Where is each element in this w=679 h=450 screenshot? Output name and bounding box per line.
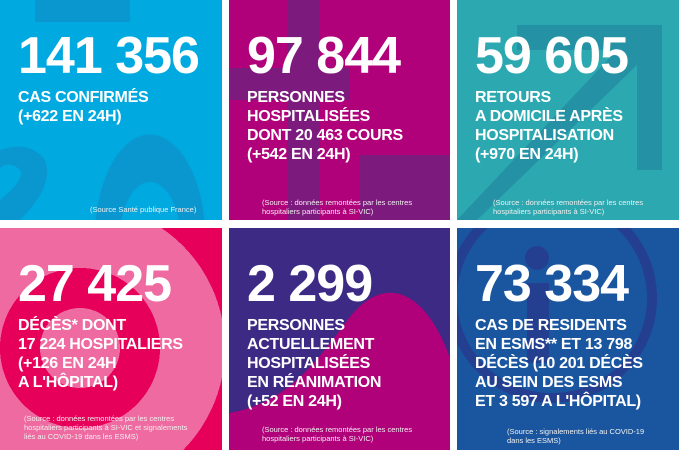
label-line: (+126 EN 24H (18, 355, 117, 372)
tile-hospitalized-total: 97 844 PERSONNES HOSPITALISÉES DONT 20 463… (229, 0, 450, 220)
label-line: HOSPITALISÉES (247, 108, 370, 125)
confirmed-cases-number: 141 356 (18, 27, 200, 85)
label-line: CAS CONFIRMÉS (18, 89, 149, 106)
source-line: (Source : données remontées par les cent… (262, 425, 413, 434)
source-line: hospitaliers participants à SI-VIC) (493, 207, 605, 216)
background-digits-decoration (0, 0, 130, 220)
esms-number: 73 334 (475, 255, 629, 313)
source-note: (Source : données remontées par les cent… (262, 198, 412, 216)
source-line: hospitaliers participants à SI-VIC) (262, 434, 374, 443)
source-line: (Source Santé publique France) (90, 205, 197, 214)
label-line: HOSPITALISÉES (247, 355, 370, 372)
tile-confirmed-cases: 141 356 CAS CONFIRMÉS (+622 EN 24H) (Sour… (0, 0, 222, 220)
returned-home-number: 59 605 (475, 27, 629, 85)
label-line: ACTUELLEMENT (247, 336, 375, 353)
source-line: liés au COVID-19 dans les ESMS) (24, 432, 139, 441)
label-line: (+970 EN 24H) (475, 146, 579, 163)
arrow-decoration (457, 25, 662, 220)
tile-deaths: 27 425 DÉCÈS* DONT 17 224 HOSPITALIERS (+1… (0, 228, 222, 450)
esms-label: CAS DE RESIDENTS EN ESMS** ET 13 798 DÉCÈS… (475, 316, 643, 411)
source-line: hospitaliers participants à SI-VIC) (262, 207, 374, 216)
hospitalized-total-label: PERSONNES HOSPITALISÉES DONT 20 463 COURS (… (247, 88, 403, 164)
label-line: HOSPITALISATION (475, 127, 614, 144)
label-line: ET 3 597 A L'HÔPITAL) (475, 393, 641, 410)
tile-icu: 2 299 PERSONNES ACTUELLEMENT HOSPITALISÉES… (229, 228, 450, 450)
source-note: (Source : données remontées par les cent… (24, 414, 187, 441)
label-line: AU SEIN DES ESMS (475, 374, 623, 391)
label-line: DONT 20 463 COURS (247, 127, 403, 144)
returned-home-label: RETOURS A DOMICILE APRÈS HOSPITALISATION (+… (475, 88, 623, 164)
label-line: CAS DE RESIDENTS (475, 317, 627, 334)
source-note: (Source : signalements liés au COVID-19 d… (507, 427, 644, 445)
deaths-label: DÉCÈS* DONT 17 224 HOSPITALIERS (+126 EN 2… (18, 316, 183, 392)
confirmed-cases-label: CAS CONFIRMÉS (+622 EN 24H) (18, 88, 149, 126)
source-line: (Source : données remontées par les cent… (262, 198, 413, 207)
deaths-number: 27 425 (18, 255, 172, 313)
source-note: (Source : données remontées par les cent… (262, 425, 412, 443)
tile-returned-home: 59 605 RETOURS A DOMICILE APRÈS HOSPITALIS… (457, 0, 679, 220)
label-line: (+52 EN 24H) (247, 393, 342, 410)
label-line: (+622 EN 24H) (18, 108, 122, 125)
label-line: DÉCÈS* DONT (18, 317, 126, 334)
source-line: (Source : données remontées par les cent… (24, 414, 175, 423)
label-line: (+542 EN 24H) (247, 146, 351, 163)
blob-decoration (229, 292, 450, 450)
label-line: DÉCÈS (10 201 DÉCÈS (475, 355, 643, 372)
label-line: EN ESMS** ET 13 798 (475, 336, 633, 353)
label-line: A L'HÔPITAL) (18, 374, 118, 391)
label-line: PERSONNES (247, 89, 345, 106)
hospitalized-total-number: 97 844 (247, 27, 401, 85)
label-line: A DOMICILE APRÈS (475, 108, 623, 125)
plus-sign-decoration (229, 0, 450, 220)
label-line: PERSONNES (247, 317, 345, 334)
label-line: RETOURS (475, 89, 551, 106)
source-line: (Source : signalements liés au COVID-19 (507, 427, 645, 436)
icu-number: 2 299 (247, 255, 373, 313)
source-line: (Source : données remontées par les cent… (493, 198, 644, 207)
source-note: (Source Santé publique France) (90, 205, 196, 214)
icu-label: PERSONNES ACTUELLEMENT HOSPITALISÉES EN RÉA… (247, 316, 381, 411)
source-line: hospitaliers participants à SI-VIC et si… (24, 423, 188, 432)
source-line: dans les ESMS) (507, 436, 561, 445)
tile-esms: 73 334 CAS DE RESIDENTS EN ESMS** ET 13 7… (457, 228, 679, 450)
label-line: EN RÉANIMATION (247, 374, 382, 391)
source-note: (Source : données remontées par les cent… (493, 198, 643, 216)
label-line: 17 224 HOSPITALIERS (18, 336, 183, 353)
info-icon-decoration (525, 246, 549, 363)
